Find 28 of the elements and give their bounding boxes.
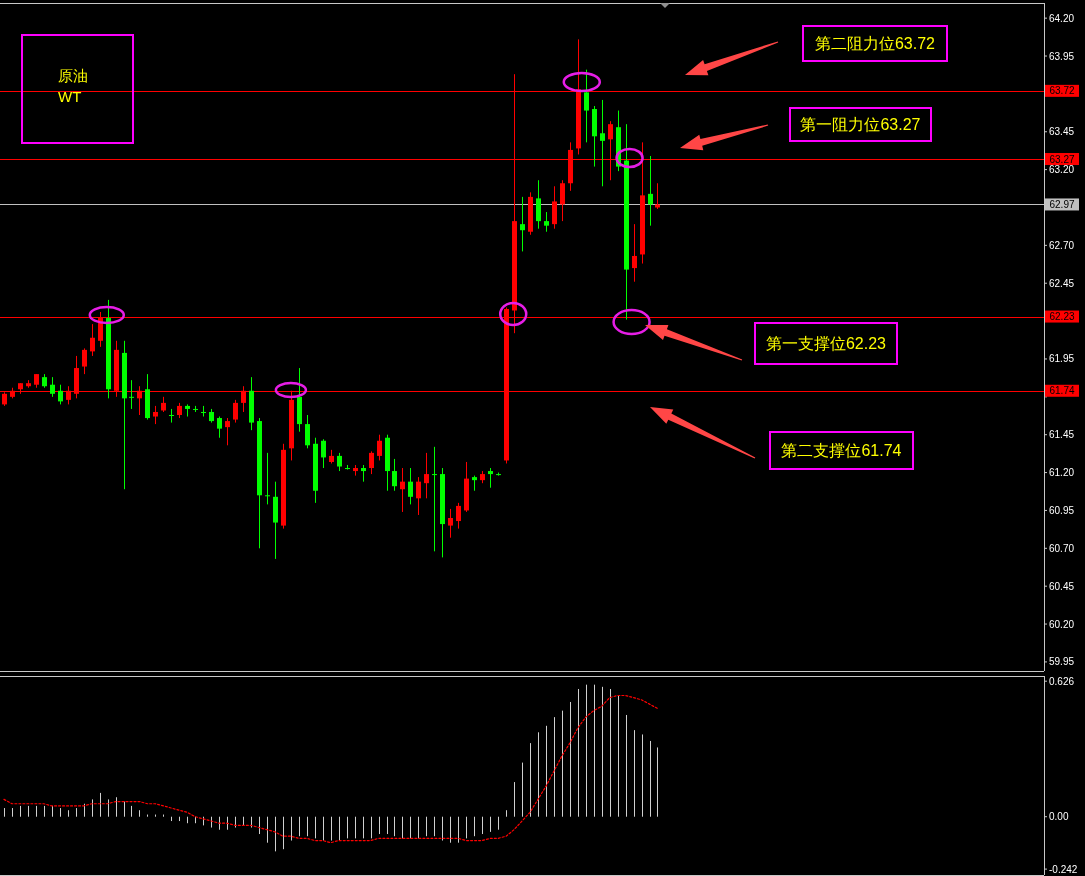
annotation: 第一支撑位62.23 [765, 335, 887, 352]
y-tick-label: 61.20 [1049, 467, 1075, 479]
ref-line-label: 61.74 [1049, 385, 1075, 397]
y-tick-label: 0.626 [1049, 675, 1075, 687]
y-tick-label: 60.70 [1049, 542, 1075, 554]
ref-line-label: 62.97 [1049, 198, 1075, 210]
y-tick-label: 60.20 [1049, 618, 1075, 630]
y-tick-label: 63.95 [1049, 50, 1075, 62]
y-tick-label: 64.20 [1049, 12, 1075, 24]
y-tick-label: 59.95 [1049, 656, 1075, 668]
annotation: 原油 WT [58, 67, 88, 105]
annotation: 第一阻力位63.27 [800, 116, 921, 133]
y-tick-label: 60.95 [1049, 504, 1075, 516]
ref-line-label: 63.72 [1049, 85, 1075, 97]
y-tick-label: 63.45 [1049, 126, 1075, 138]
y-tick-label: 61.95 [1049, 353, 1075, 365]
y-tick-label: 62.45 [1049, 277, 1075, 289]
annotation: 第二阻力位63.72 [814, 35, 936, 52]
ref-line-label: 62.23 [1049, 311, 1075, 323]
y-tick-label: -0.242 [1049, 863, 1078, 875]
y-tick-label: 62.70 [1049, 239, 1075, 251]
annotation: 第二支撑位61.74 [781, 442, 902, 459]
y-tick-label: 63.20 [1049, 164, 1075, 176]
y-tick-label: 0.00 [1049, 811, 1069, 823]
ref-line-label: 63.27 [1049, 153, 1075, 165]
y-tick-label: 61.45 [1049, 429, 1075, 441]
line-series [3, 694, 659, 844]
y-tick-label: 60.45 [1049, 580, 1075, 592]
